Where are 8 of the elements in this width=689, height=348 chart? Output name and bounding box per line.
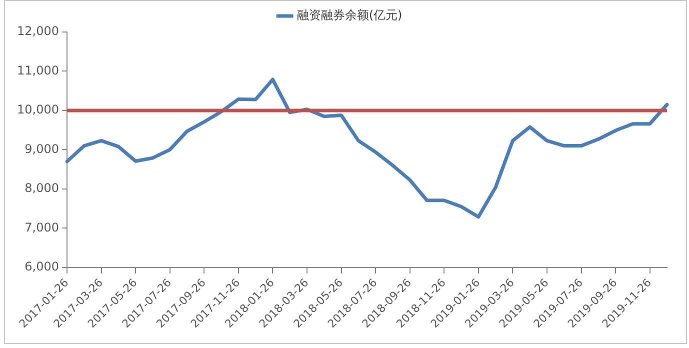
y-tick-label: 7,000 xyxy=(24,220,59,234)
legend-label: 融资融券余额(亿元) xyxy=(296,8,402,22)
y-tick-label: 11,000 xyxy=(16,63,59,78)
y-tick-label: 9,000 xyxy=(24,142,59,156)
y-tick-label: 12,000 xyxy=(16,24,59,38)
y-tick-label: 10,000 xyxy=(16,102,59,117)
y-tick-label: 6,000 xyxy=(24,260,59,274)
y-tick-label: 8,000 xyxy=(24,181,59,196)
